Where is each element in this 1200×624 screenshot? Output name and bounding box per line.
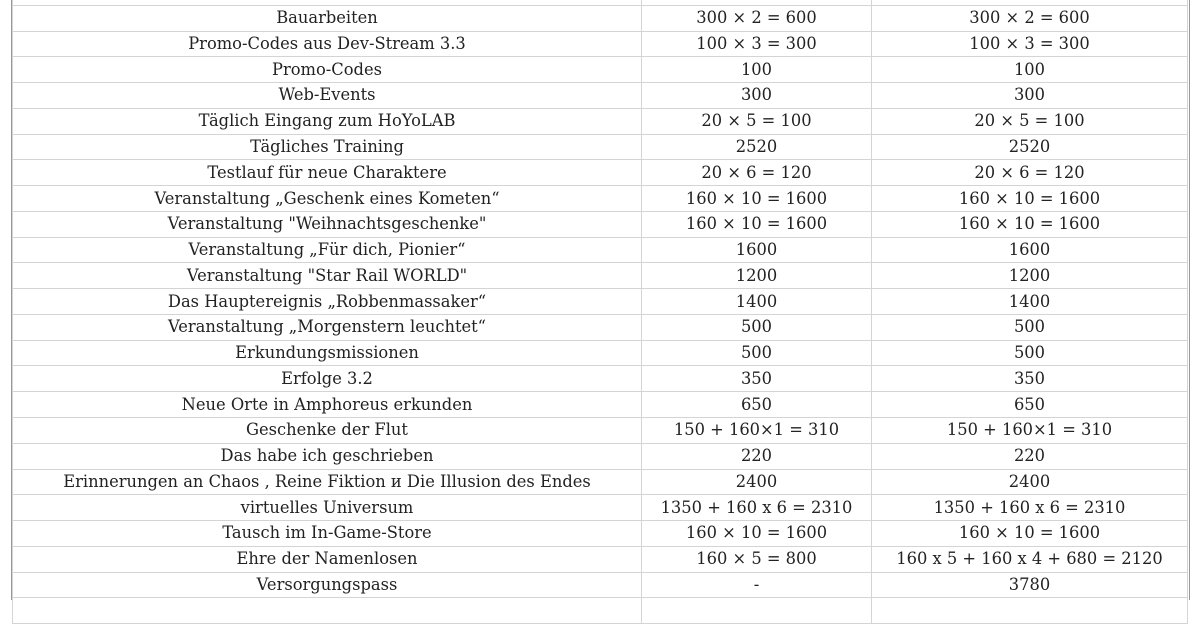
table-row: Erfolge 3.2 350 350 <box>12 365 1188 393</box>
source-cell: Das Hauptereignis „Robbenmassaker“ <box>12 288 642 315</box>
rewards-table: Bauarbeiten 300 × 2 = 600 300 × 2 = 600 Pro… <box>12 0 1188 624</box>
empty-cell <box>871 597 1188 624</box>
value-cell-col3: 160 × 10 = 1600 <box>871 185 1188 212</box>
source-cell: Erfolge 3.2 <box>12 365 642 393</box>
source-cell: Erinnerungen an Chaos , Reine Fiktion и … <box>12 468 642 496</box>
table-row: Veranstaltung „Für dich, Pionier“ 1600 160… <box>12 236 1188 264</box>
table-row: Web-Events 300 300 <box>12 82 1188 109</box>
table-row: Ehre der Namenlosen 160 × 5 = 800 160 x 5 … <box>12 545 1188 573</box>
value-cell-col3: 160 × 10 = 1600 <box>871 210 1188 238</box>
value-cell-col2: - <box>641 571 872 599</box>
table-row: Veranstaltung „Morgenstern leuchtet“ 500 5… <box>12 313 1188 341</box>
value-cell-col3: 3780 <box>871 571 1188 599</box>
table-row: Täglich Eingang zum HoYoLAB 20 × 5 = 100 2… <box>12 107 1188 135</box>
empty-cell <box>12 597 642 624</box>
table-row: Tägliches Training 2520 2520 <box>12 133 1188 161</box>
value-cell-col2: 160 × 10 = 1600 <box>641 520 872 547</box>
value-cell-col3: 20 × 5 = 100 <box>871 107 1188 135</box>
value-cell-col2: 650 <box>641 391 872 419</box>
source-cell: Veranstaltung "Star Rail WORLD" <box>12 262 642 290</box>
table-row: Promo-Codes 100 100 <box>12 56 1188 84</box>
table-row: Veranstaltung "Weihnachtsgeschenke" 160 ×… <box>12 210 1188 238</box>
value-cell-col3: 300 × 2 = 600 <box>871 4 1188 32</box>
value-cell-col3: 500 <box>871 339 1188 367</box>
value-cell-col3: 1350 + 160 x 6 = 2310 <box>871 494 1188 522</box>
value-cell-col3: 1200 <box>871 262 1188 290</box>
value-cell-col2: 350 <box>641 365 872 393</box>
source-cell: Tausch im In-Game-Store <box>12 520 642 547</box>
source-cell: Promo-Codes <box>12 56 642 84</box>
value-cell-col2: 100 <box>641 56 872 84</box>
value-cell-col2: 160 × 10 = 1600 <box>641 210 872 238</box>
table-row: Das Hauptereignis „Robbenmassaker“ 1400 14… <box>12 288 1188 315</box>
value-cell-col2: 500 <box>641 313 872 341</box>
value-cell-col3: 1400 <box>871 288 1188 315</box>
table-row: Das habe ich geschrieben 220 220 <box>12 442 1188 470</box>
value-cell-col3: 160 × 10 = 1600 <box>871 520 1188 547</box>
source-cell: Veranstaltung „Für dich, Pionier“ <box>12 236 642 264</box>
value-cell-col2: 500 <box>641 339 872 367</box>
value-cell-col3: 20 × 6 = 120 <box>871 159 1188 187</box>
source-cell: Veranstaltung „Geschenk eines Kometen“ <box>12 185 642 212</box>
source-cell: Geschenke der Flut <box>12 417 642 444</box>
value-cell-col3: 160 x 5 + 160 x 4 + 680 = 2120 <box>871 545 1188 573</box>
source-cell: Web-Events <box>12 82 642 109</box>
source-cell: Bauarbeiten <box>12 4 642 32</box>
table-row: virtuelles Universum 1350 + 160 x 6 = 231… <box>12 494 1188 522</box>
value-cell-col2: 220 <box>641 442 872 470</box>
source-cell: Testlauf für neue Charaktere <box>12 159 642 187</box>
value-cell-col2: 20 × 6 = 120 <box>641 159 872 187</box>
value-cell-col2: 160 × 10 = 1600 <box>641 185 872 212</box>
value-cell-col2: 300 <box>641 82 872 109</box>
value-cell-col3: 650 <box>871 391 1188 419</box>
source-cell: Tägliches Training <box>12 133 642 161</box>
table-row: Bauarbeiten 300 × 2 = 600 300 × 2 = 600 <box>12 4 1188 32</box>
value-cell-col2: 160 × 5 = 800 <box>641 545 872 573</box>
table-row: Tausch im In-Game-Store 160 × 10 = 1600 16… <box>12 520 1188 547</box>
source-cell: Veranstaltung "Weihnachtsgeschenke" <box>12 210 642 238</box>
source-cell: virtuelles Universum <box>12 494 642 522</box>
value-cell-col3: 350 <box>871 365 1188 393</box>
value-cell-col3: 2400 <box>871 468 1188 496</box>
source-cell: Das habe ich geschrieben <box>12 442 642 470</box>
table-row: Erkundungsmissionen 500 500 <box>12 339 1188 367</box>
table-row: Erinnerungen an Chaos , Reine Fiktion и … <box>12 468 1188 496</box>
value-cell-col3: 1600 <box>871 236 1188 264</box>
value-cell-col3: 500 <box>871 313 1188 341</box>
value-cell-col3: 150 + 160×1 = 310 <box>871 417 1188 444</box>
value-cell-col2: 1350 + 160 x 6 = 2310 <box>641 494 872 522</box>
source-cell: Erkundungsmissionen <box>12 339 642 367</box>
value-cell-col2: 300 × 2 = 600 <box>641 4 872 32</box>
source-cell: Neue Orte in Amphoreus erkunden <box>12 391 642 419</box>
table-row: Veranstaltung „Geschenk eines Kometen“ 16… <box>12 185 1188 212</box>
source-cell: Ehre der Namenlosen <box>12 545 642 573</box>
table-row: Testlauf für neue Charaktere 20 × 6 = 120… <box>12 159 1188 187</box>
table-row: Promo-Codes aus Dev-Stream 3.3 100 × 3 = … <box>12 30 1188 58</box>
value-cell-col3: 300 <box>871 82 1188 109</box>
table-row: Geschenke der Flut 150 + 160×1 = 310 150 +… <box>12 417 1188 444</box>
value-cell-col2: 2520 <box>641 133 872 161</box>
value-cell-col2: 20 × 5 = 100 <box>641 107 872 135</box>
source-cell: Versorgungspass <box>12 571 642 599</box>
value-cell-col2: 1600 <box>641 236 872 264</box>
source-cell: Veranstaltung „Morgenstern leuchtet“ <box>12 313 642 341</box>
value-cell-col2: 150 + 160×1 = 310 <box>641 417 872 444</box>
table-row: Versorgungspass -3780 <box>12 571 1188 599</box>
value-cell-col2: 100 × 3 = 300 <box>641 30 872 58</box>
empty-cell <box>641 597 872 624</box>
value-cell-col3: 2520 <box>871 133 1188 161</box>
table-row-cut-off <box>12 597 1188 624</box>
table-row: Veranstaltung "Star Rail WORLD" 1200 1200 <box>12 262 1188 290</box>
value-cell-col3: 100 × 3 = 300 <box>871 30 1188 58</box>
value-cell-col2: 2400 <box>641 468 872 496</box>
value-cell-col2: 1400 <box>641 288 872 315</box>
table-row: Neue Orte in Amphoreus erkunden 650 650 <box>12 391 1188 419</box>
value-cell-col3: 100 <box>871 56 1188 84</box>
value-cell-col3: 220 <box>871 442 1188 470</box>
source-cell: Promo-Codes aus Dev-Stream 3.3 <box>12 30 642 58</box>
value-cell-col2: 1200 <box>641 262 872 290</box>
source-cell: Täglich Eingang zum HoYoLAB <box>12 107 642 135</box>
